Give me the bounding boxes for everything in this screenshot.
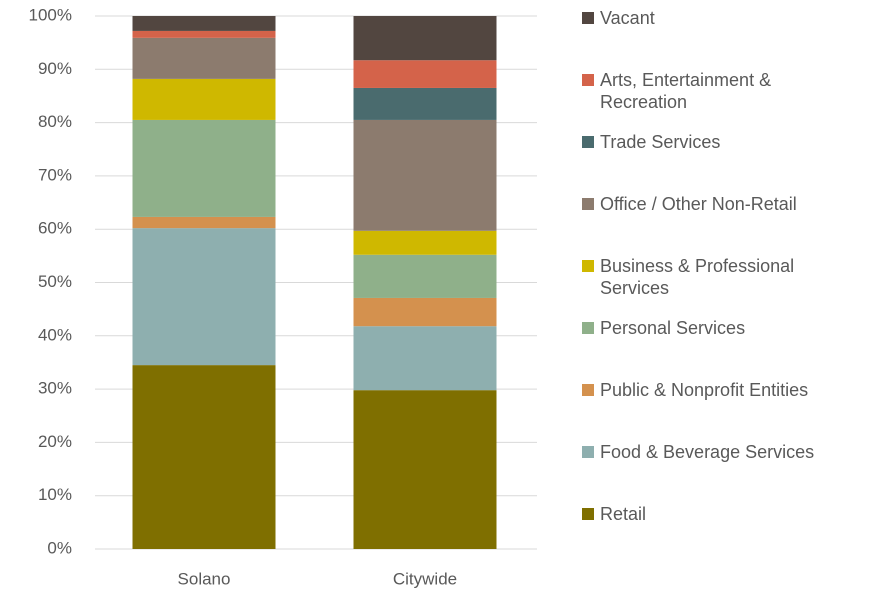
bar-segment	[353, 16, 497, 61]
legend-label: Public & Nonprofit Entities	[600, 380, 809, 400]
legend-label: Food & Beverage Services	[600, 442, 815, 462]
bar-segment	[353, 60, 497, 88]
legend-item: Arts, Entertainment & Recreation	[582, 69, 858, 113]
bar-segment	[132, 365, 276, 549]
bar-segment	[353, 297, 497, 327]
legend-swatch	[582, 322, 594, 334]
bar-segment	[132, 216, 276, 229]
legend-swatch	[582, 74, 594, 86]
bar-segment	[132, 16, 276, 31]
x-tick-label: Citywide	[393, 569, 457, 588]
legend-item: Food & Beverage Services	[582, 441, 858, 463]
bar-segment	[353, 390, 497, 549]
legend-swatch	[582, 508, 594, 520]
y-tick-label: 30%	[38, 379, 72, 398]
legend-label: Business & Professional Services	[600, 256, 795, 298]
legend-swatch	[582, 136, 594, 148]
legend-swatch	[582, 384, 594, 396]
bar-segment	[353, 326, 497, 391]
legend-item: Vacant	[582, 7, 858, 29]
legend-swatch	[582, 198, 594, 210]
legend-swatch	[582, 446, 594, 458]
bar-segment	[132, 78, 276, 120]
bar-segment	[353, 119, 497, 231]
y-tick-label: 40%	[38, 325, 72, 344]
legend-swatch	[582, 12, 594, 24]
legend-item: Personal Services	[582, 317, 858, 339]
y-tick-label: 20%	[38, 432, 72, 451]
legend-label: Personal Services	[600, 318, 746, 338]
y-tick-label: 0%	[47, 538, 72, 557]
bar-segment	[132, 228, 276, 366]
bar-segment	[353, 87, 497, 120]
y-tick-label: 60%	[38, 219, 72, 238]
y-tick-label: 90%	[38, 59, 72, 78]
legend-swatch	[582, 260, 594, 272]
bar-segment	[132, 37, 276, 79]
legend-label: Trade Services	[600, 132, 721, 152]
y-tick-label: 100%	[29, 5, 72, 24]
legend-label: Office / Other Non-Retail	[600, 194, 797, 214]
legend-item: Office / Other Non-Retail	[582, 193, 858, 215]
legend-item: Public & Nonprofit Entities	[582, 379, 858, 401]
bar-segment	[132, 30, 276, 38]
y-tick-label: 50%	[38, 272, 72, 291]
bar-segment	[353, 254, 497, 298]
y-tick-label: 80%	[38, 112, 72, 131]
y-tick-label: 70%	[38, 165, 72, 184]
legend-label: Retail	[600, 504, 647, 524]
legend-label: Arts, Entertainment & Recreation	[600, 70, 772, 112]
legend-item: Trade Services	[582, 131, 858, 153]
legend-item: Business & Professional Services	[582, 255, 858, 299]
legend-item: Retail	[582, 503, 858, 525]
y-tick-label: 10%	[38, 485, 72, 504]
bar-segment	[132, 119, 276, 217]
x-tick-label: Solano	[178, 569, 231, 588]
bar-segment	[353, 230, 497, 255]
legend-label: Vacant	[600, 8, 655, 28]
